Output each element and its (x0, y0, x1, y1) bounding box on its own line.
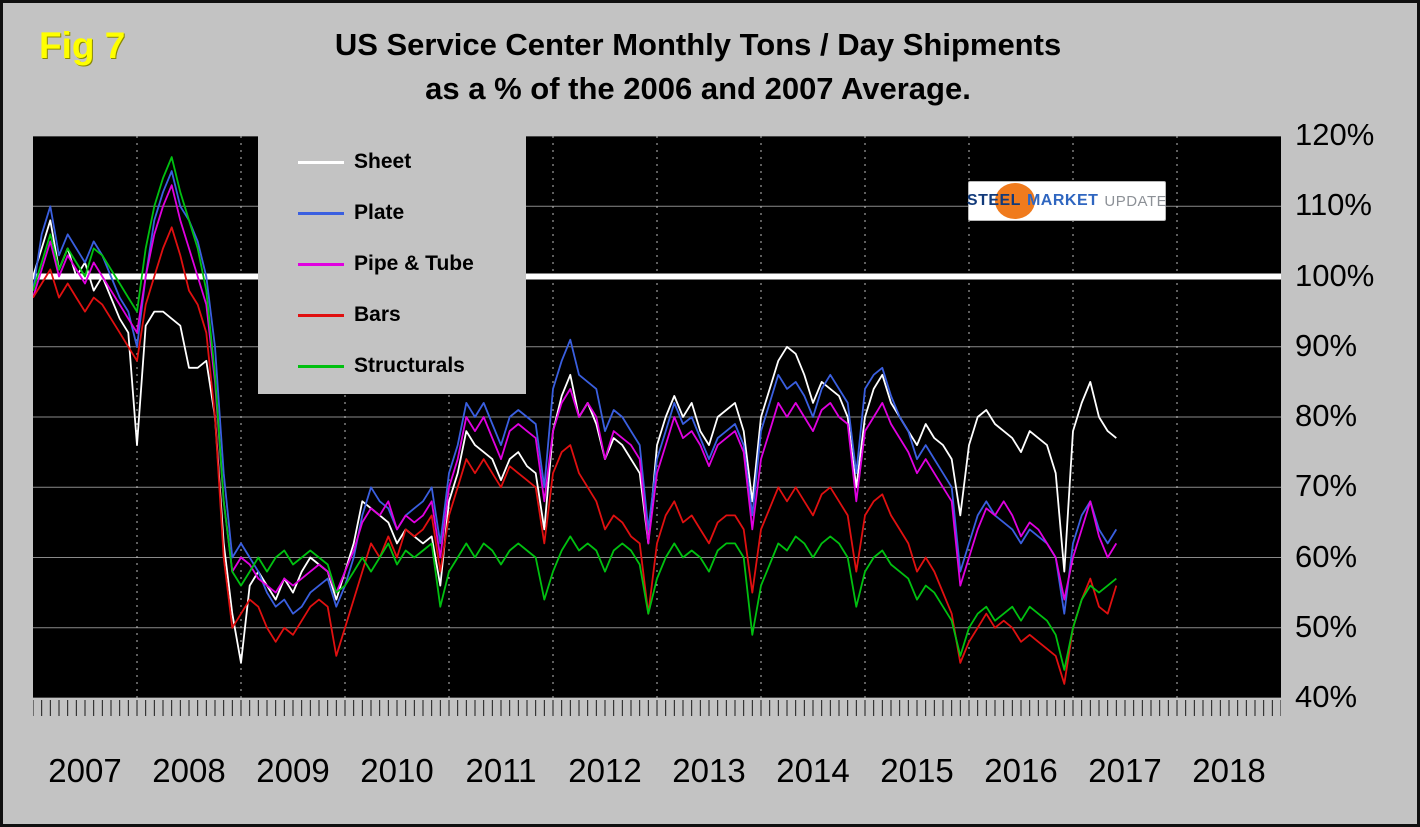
series-line-plate (33, 170, 1118, 615)
year-label-2018: 2018 (1192, 752, 1266, 789)
chart-title-line1: US Service Center Monthly Tons / Day Shi… (334, 27, 1062, 62)
year-label-2016: 2016 (984, 752, 1058, 789)
legend-item-bars: Bars (258, 290, 526, 340)
y-axis-label-120: 120% (1295, 117, 1375, 152)
year-label-2009: 2009 (256, 752, 330, 789)
y-axis-label-100: 100% (1295, 257, 1375, 293)
year-label-2011: 2011 (465, 752, 537, 789)
y-axis-label-50: 50% (1295, 608, 1358, 644)
year-label-2017: 2017 (1088, 752, 1162, 789)
series-line-bars (33, 226, 1118, 685)
y-axis-label-80: 80% (1295, 398, 1358, 433)
plot-area: Sheet Plate Pipe & Tube Bars Structurals STE… (33, 136, 1281, 698)
logo-word-steel: STEEL (966, 192, 1021, 209)
legend-item-sheet: Sheet (258, 137, 526, 187)
chart-legend: Sheet Plate Pipe & Tube Bars Structurals (258, 136, 526, 394)
chart-title: US Service Center Monthly Tons / Day Shi… (113, 23, 1283, 111)
legend-item-structurals: Structurals (258, 341, 526, 391)
legend-swatch-plate (298, 211, 344, 215)
year-label-2014: 2014 (776, 752, 850, 789)
y-axis-label-70: 70% (1295, 468, 1358, 504)
legend-label: Structurals (354, 354, 465, 377)
x-axis-year-labels: 2007 2008 2009 2010 2011 2012 2013 2014 2015 2016… (33, 745, 1281, 797)
logo-text: STEEL MARKET UPDATE (966, 182, 1168, 220)
steel-market-update-logo: STEEL MARKET UPDATE (966, 181, 1168, 221)
figure-number-label: Fig 7 (39, 25, 126, 66)
logo-word-update: UPDATE (1104, 192, 1168, 210)
year-label-2013: 2013 (672, 752, 746, 789)
year-label-2008: 2008 (152, 752, 226, 789)
legend-label: Sheet (354, 150, 412, 173)
legend-label: Bars (354, 303, 401, 326)
y-axis-label-40: 40% (1295, 679, 1358, 714)
year-label-2007: 2007 (48, 752, 122, 789)
series-line-sheet (33, 219, 1117, 664)
legend-swatch-sheet (298, 160, 344, 164)
logo-word-market: MARKET (1026, 192, 1099, 209)
chart-canvas (33, 136, 1281, 698)
legend-item-plate: Plate (258, 188, 526, 238)
legend-swatch-bars (298, 313, 344, 317)
chart-title-line2: as a % of the 2006 and 2007 Average. (425, 71, 971, 107)
year-label-2012: 2012 (568, 752, 642, 789)
legend-swatch-structurals (298, 364, 344, 368)
legend-swatch-pipe-tube (298, 262, 344, 266)
month-tick-strip (33, 700, 1281, 716)
year-label-2010: 2010 (360, 752, 434, 789)
y-axis-label-110: 110% (1295, 187, 1372, 223)
y-axis-label-60: 60% (1295, 538, 1358, 574)
y-axis-label-90: 90% (1295, 327, 1358, 363)
series-line-structurals (33, 156, 1117, 671)
logo-orange-circle-icon (995, 183, 1035, 219)
legend-item-pipe-tube: Pipe & Tube (258, 239, 526, 289)
legend-label: Pipe & Tube (354, 252, 474, 275)
year-label-2015: 2015 (880, 752, 954, 789)
legend-label: Plate (354, 201, 405, 224)
